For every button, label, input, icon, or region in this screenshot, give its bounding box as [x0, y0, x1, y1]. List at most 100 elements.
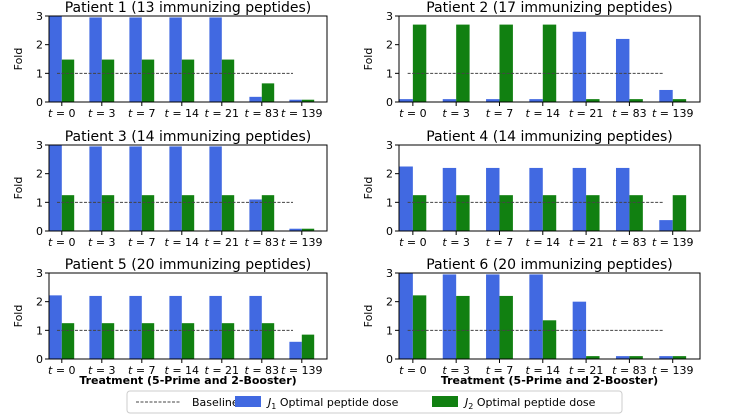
- axes-frame-p1: [48, 15, 328, 103]
- x-tick-label-p2-4: t = 21: [569, 107, 604, 120]
- j1-bar-p5-1: [89, 295, 102, 359]
- y-tick-label-p1-3: 3: [36, 10, 43, 23]
- j1-bar-p4-0: [399, 166, 413, 231]
- y-axis-label-p4: Fold: [362, 177, 375, 200]
- j1-bar-p3-1: [89, 146, 102, 231]
- x-tick-label-p1-5: t = 83: [245, 107, 280, 120]
- x-tick-label-p3-0: t = 0: [48, 236, 76, 249]
- j2-bar-p3-3: [181, 195, 195, 231]
- j1-bar-p4-5: [615, 167, 630, 231]
- j1-bar-p4-6: [659, 220, 673, 231]
- y-tick-label-p6-1: 1: [386, 324, 393, 337]
- x-tick-label-p4-6: t = 139: [652, 236, 694, 249]
- x-axis-label-p6: Treatment (5-Prime and 2-Booster): [441, 374, 658, 387]
- panel-title-2: Patient 2 (17 immunizing peptides): [426, 0, 673, 16]
- y-tick-label-p5-2: 2: [36, 296, 43, 309]
- j2-bar-p2-2: [499, 24, 513, 103]
- j1-bar-p2-2: [486, 99, 500, 102]
- j2-bar-p5-2: [141, 323, 155, 359]
- j2-bar-p3-4: [221, 195, 235, 231]
- y-tick-label-p4-3: 3: [386, 139, 393, 152]
- x-tick-label-p2-3: t = 14: [526, 107, 561, 120]
- y-tick-label-p2-0: 0: [386, 96, 393, 109]
- legend-baseline-label: Baseline: [192, 396, 239, 409]
- y-tick-label-p1-2: 2: [36, 39, 43, 52]
- j1-bar-p5-0: [49, 295, 62, 359]
- j2-bar-p2-6: [672, 99, 687, 102]
- x-tick-label-p6-1: t = 3: [442, 364, 470, 377]
- x-tick-label-p4-4: t = 21: [569, 236, 604, 249]
- j1-bar-p1-0: [49, 16, 62, 102]
- j1-bar-p3-2: [129, 146, 142, 231]
- axes-frame-p6: [398, 272, 701, 360]
- j1-bar-p2-1: [442, 99, 457, 102]
- x-tick-label-p1-1: t = 3: [88, 107, 116, 120]
- y-tick-label-p3-1: 1: [36, 196, 43, 209]
- x-tick-label-p5-3: t = 14: [165, 364, 200, 377]
- y-axis-label-p5: Fold: [12, 305, 25, 328]
- x-tick-label-p3-6: t = 139: [281, 236, 323, 249]
- x-tick-label-p6-6: t = 139: [652, 364, 694, 377]
- x-tick-label-p6-3: t = 14: [526, 364, 561, 377]
- x-tick-label-p1-3: t = 14: [165, 107, 200, 120]
- j1-bar-p3-5: [249, 199, 262, 231]
- x-tick-label-p3-2: t = 7: [128, 236, 156, 249]
- x-tick-label-p6-5: t = 83: [612, 364, 647, 377]
- x-tick-label-p5-1: t = 3: [88, 364, 116, 377]
- j2-bar-p1-0: [61, 59, 75, 102]
- j1-bar-p3-6: [289, 228, 302, 231]
- j2-bar-p6-5: [629, 356, 643, 359]
- j1-bar-p4-2: [486, 167, 500, 231]
- y-axis-label-p6: Fold: [362, 305, 375, 328]
- x-tick-label-p1-2: t = 7: [128, 107, 156, 120]
- j1-bar-p5-3: [169, 295, 182, 359]
- j2-bar-p2-5: [629, 99, 643, 102]
- j1-bar-p5-6: [289, 341, 302, 359]
- j2-bar-p1-6: [301, 99, 315, 102]
- y-tick-label-p5-0: 0: [36, 353, 43, 366]
- y-tick-label-p3-0: 0: [36, 225, 43, 238]
- j2-bar-p2-1: [456, 24, 470, 103]
- j2-bar-p6-1: [456, 295, 470, 359]
- j1-bar-p5-2: [129, 295, 142, 359]
- j2-bar-p6-0: [412, 295, 427, 359]
- y-tick-label-p2-2: 2: [386, 39, 393, 52]
- j2-bar-p1-5: [261, 83, 275, 102]
- j1-bar-p2-5: [615, 38, 630, 102]
- j1-bar-p4-1: [442, 167, 457, 231]
- panel-title-4: Patient 4 (14 immunizing peptides): [426, 129, 673, 145]
- panel-2: 0 1 2 3 t = 0 t = 3 t = 7 t = 14 t = 21 t = 83 t =…: [362, 0, 701, 120]
- x-tick-label-p2-1: t = 3: [442, 107, 470, 120]
- x-tick-label-p3-5: t = 83: [245, 236, 280, 249]
- y-tick-label-p6-3: 3: [386, 267, 393, 280]
- j1-bar-p1-2: [129, 17, 142, 102]
- y-tick-label-p5-1: 1: [36, 324, 43, 337]
- j2-bar-p2-0: [412, 24, 427, 103]
- x-tick-label-p1-0: t = 0: [48, 107, 76, 120]
- y-axis-label-p1: Fold: [12, 48, 25, 71]
- x-tick-label-p4-1: t = 3: [442, 236, 470, 249]
- j2-bar-p2-3: [542, 24, 557, 103]
- j1-bar-p3-4: [209, 146, 222, 231]
- y-tick-label-p4-0: 0: [386, 225, 393, 238]
- j1-bar-p6-5: [615, 356, 630, 359]
- j2-bar-p5-1: [101, 323, 115, 359]
- x-tick-label-p2-0: t = 0: [399, 107, 427, 120]
- j2-bar-p3-6: [301, 228, 315, 231]
- panel-5: 0 1 2 3 t = 0 t = 3 t = 7 t = 14 t = 21 t = 83 t =…: [12, 257, 328, 387]
- panel-6: 0 1 2 3 t = 0 t = 3 t = 7 t = 14 t = 21 t = 83 t =…: [362, 257, 701, 387]
- j2-bar-p4-6: [672, 195, 687, 231]
- axes-frame-p5: [48, 272, 328, 360]
- j1-bar-p3-3: [169, 146, 182, 231]
- j2-bar-p4-5: [629, 195, 643, 231]
- j1-bar-p6-0: [399, 273, 413, 359]
- j2-bar-p4-2: [499, 195, 513, 231]
- y-tick-label-p1-0: 0: [36, 96, 43, 109]
- j1-bar-p2-3: [529, 99, 543, 102]
- j1-bar-p2-6: [659, 89, 673, 102]
- panel-title-6: Patient 6 (20 immunizing peptides): [426, 257, 673, 273]
- j1-bar-p1-6: [289, 99, 302, 102]
- x-tick-label-p3-3: t = 14: [165, 236, 200, 249]
- x-tick-label-p5-6: t = 139: [281, 364, 323, 377]
